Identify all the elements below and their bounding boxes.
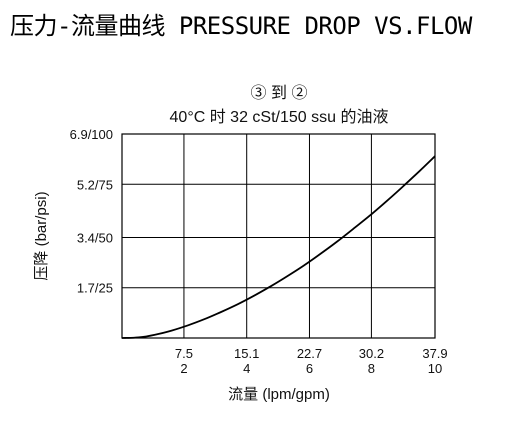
chart-title: ③ 到 ②	[251, 84, 308, 102]
x-tick-label-lpm: 15.1	[234, 346, 259, 361]
series-line	[121, 155, 436, 339]
x-tick-label-lpm: 7.5	[175, 346, 193, 361]
grid	[122, 134, 435, 338]
x-tick-label-gpm: 10	[428, 361, 442, 376]
x-tick-label-gpm: 4	[243, 361, 250, 376]
x-axis-label: 流量 (lpm/gpm)	[228, 386, 330, 403]
x-tick-label-lpm: 22.7	[297, 346, 322, 361]
plot-frame	[121, 133, 436, 339]
x-tick-labels: 7.52 15.14 22.76 30.28 37.910	[175, 346, 448, 376]
y-tick-label: 5.2/75	[77, 177, 113, 192]
x-tick-label-gpm: 6	[306, 361, 313, 376]
x-tick-label-lpm: 37.9	[422, 346, 447, 361]
y-tick-label: 3.4/50	[77, 230, 113, 245]
x-tick-label-gpm: 2	[180, 361, 187, 376]
chart-subtitle: 40°C 时 32 cSt/150 ssu 的油液	[170, 108, 389, 126]
page-title: 压力-流量曲线 PRESSURE DROP VS.FLOW	[10, 12, 472, 40]
x-tick-label-lpm: 30.2	[359, 346, 384, 361]
y-tick-label: 6.9/100	[70, 127, 113, 142]
x-tick-label-gpm: 8	[368, 361, 375, 376]
y-tick-labels: 1.7/25 3.4/50 5.2/75 6.9/100	[70, 127, 113, 296]
y-axis-label: 压降 (bar/psi)	[33, 191, 50, 280]
y-tick-label: 1.7/25	[77, 281, 113, 296]
